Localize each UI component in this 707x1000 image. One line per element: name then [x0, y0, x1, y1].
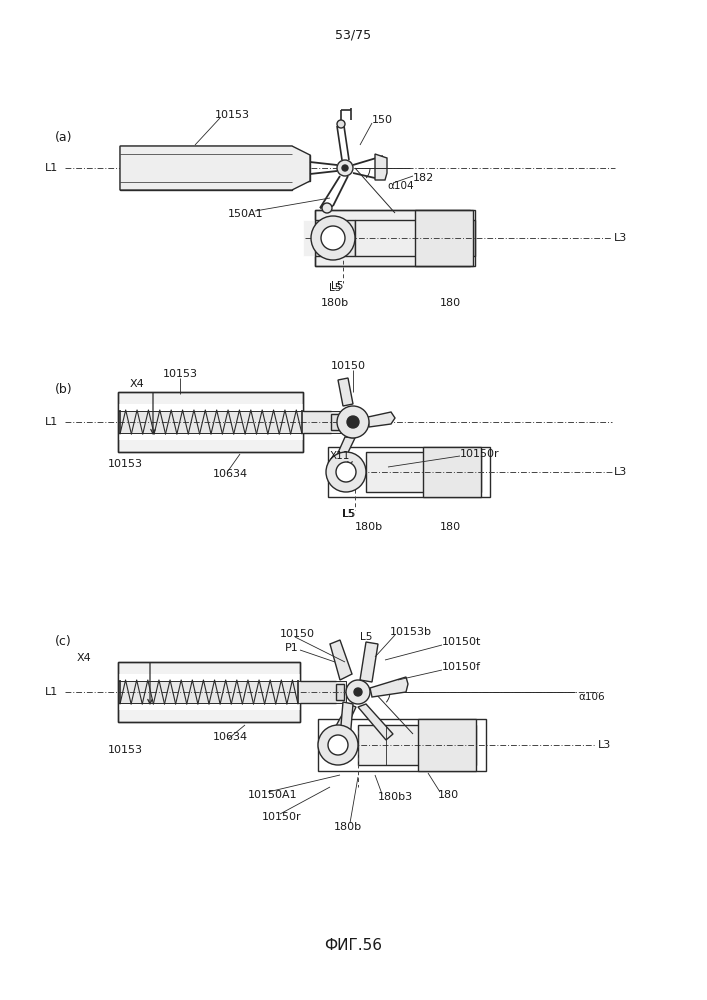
Text: L3: L3	[614, 467, 627, 477]
Bar	[292, 155, 310, 181]
Bar	[331, 414, 339, 430]
Circle shape	[337, 406, 369, 438]
Text: L1: L1	[45, 687, 58, 697]
Bar	[418, 719, 476, 771]
Bar	[120, 146, 292, 190]
Text: 10153: 10153	[163, 369, 197, 379]
Bar	[315, 210, 475, 266]
Text: X11: X11	[330, 451, 351, 461]
Polygon shape	[358, 704, 393, 740]
Text: 10150: 10150	[330, 361, 366, 371]
Bar	[336, 684, 344, 700]
Text: α104: α104	[387, 181, 414, 191]
Text: L1: L1	[45, 163, 58, 173]
Text: 10150r: 10150r	[460, 449, 500, 459]
Text: L5: L5	[331, 281, 343, 291]
Text: L3: L3	[598, 740, 612, 750]
Bar	[318, 719, 486, 771]
Text: 10153b: 10153b	[390, 627, 432, 637]
Circle shape	[311, 216, 355, 260]
Text: L5: L5	[341, 509, 354, 519]
Text: (a): (a)	[55, 131, 73, 144]
Circle shape	[337, 120, 345, 128]
Circle shape	[318, 725, 358, 765]
Text: X4: X4	[77, 653, 92, 663]
Text: 180b: 180b	[355, 522, 383, 532]
Bar	[118, 404, 303, 440]
Circle shape	[342, 165, 348, 171]
Text: (b): (b)	[55, 383, 73, 396]
Circle shape	[326, 452, 366, 492]
Text: L5: L5	[329, 283, 341, 293]
Bar	[358, 725, 476, 765]
Circle shape	[337, 160, 353, 176]
Bar	[118, 674, 300, 710]
Polygon shape	[340, 702, 353, 740]
Text: 150A1: 150A1	[228, 209, 264, 219]
Text: 150: 150	[372, 115, 393, 125]
Polygon shape	[333, 437, 355, 467]
Text: L5: L5	[360, 632, 373, 642]
Circle shape	[354, 688, 362, 696]
Text: (c): (c)	[55, 636, 71, 648]
Bar	[118, 681, 346, 703]
Text: 53/75: 53/75	[335, 28, 371, 41]
Text: 10153: 10153	[108, 745, 143, 755]
Polygon shape	[360, 642, 378, 682]
Circle shape	[322, 203, 332, 213]
Text: 10150: 10150	[280, 629, 315, 639]
Polygon shape	[368, 412, 395, 427]
Bar	[118, 411, 348, 433]
Bar	[328, 447, 490, 497]
Text: X4: X4	[130, 379, 145, 389]
Circle shape	[328, 735, 348, 755]
Text: 10150t: 10150t	[442, 637, 481, 647]
Text: α106: α106	[578, 692, 604, 702]
Bar	[118, 392, 303, 452]
Circle shape	[347, 416, 359, 428]
Circle shape	[336, 462, 356, 482]
Text: 180: 180	[438, 790, 459, 800]
Bar	[415, 210, 473, 266]
Bar	[118, 662, 300, 722]
Text: 180b: 180b	[321, 298, 349, 308]
Polygon shape	[370, 677, 408, 697]
Text: 180: 180	[440, 522, 461, 532]
Polygon shape	[330, 640, 352, 680]
Text: 182: 182	[413, 173, 434, 183]
Text: 180: 180	[440, 298, 460, 308]
Polygon shape	[375, 154, 387, 180]
Text: 10153: 10153	[215, 110, 250, 120]
Bar	[315, 210, 470, 266]
Text: 180b: 180b	[334, 822, 362, 832]
Text: 10153: 10153	[108, 459, 143, 469]
Text: 10634: 10634	[213, 732, 248, 742]
Bar	[303, 220, 315, 256]
Text: L3: L3	[614, 233, 627, 243]
Polygon shape	[326, 704, 356, 750]
Text: L1: L1	[45, 417, 58, 427]
Circle shape	[346, 680, 370, 704]
Bar	[315, 220, 355, 256]
Text: 10634: 10634	[213, 469, 248, 479]
Polygon shape	[120, 146, 310, 190]
Text: 10150A1: 10150A1	[248, 790, 298, 800]
Bar	[366, 452, 481, 492]
Bar	[355, 220, 475, 256]
Text: ФИГ.56: ФИГ.56	[324, 938, 382, 952]
Polygon shape	[338, 378, 353, 406]
Text: P1: P1	[285, 643, 299, 653]
Bar	[423, 447, 481, 497]
Circle shape	[321, 226, 345, 250]
Text: 10150f: 10150f	[442, 662, 481, 672]
Text: 180b3: 180b3	[378, 792, 413, 802]
Text: L5: L5	[343, 509, 355, 519]
Text: 10150r: 10150r	[262, 812, 302, 822]
